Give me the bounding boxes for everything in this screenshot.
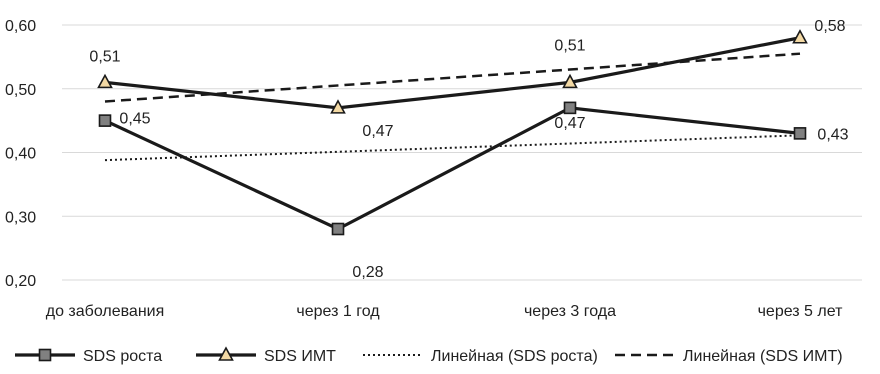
legend-label: Линейная (SDS ИМТ) (683, 348, 843, 365)
legend-item: SDS роста (15, 348, 162, 365)
data-point-square (563, 101, 577, 115)
data-labels: 0,45 0,28 0,47 0,43 0,51 0,47 0,51 0,58 (89, 18, 848, 281)
series-line (104, 106, 801, 231)
legend-marker-square (38, 348, 52, 362)
data-point-triangle (97, 73, 113, 89)
data-label: 0,47 (554, 115, 585, 132)
y-tick-label: 0,20 (5, 273, 36, 290)
trendlines (104, 52, 801, 162)
data-label: 0,47 (362, 123, 393, 140)
data-point-triangle (330, 99, 346, 114)
x-tick-label: через 5 лет (758, 303, 844, 320)
data-point-square (98, 114, 112, 127)
data-point-square (331, 222, 345, 236)
x-tick-label: через 1 год (296, 303, 380, 320)
legend-item: Линейная (SDS ИМТ) (615, 348, 843, 365)
data-label: 0,28 (352, 264, 383, 281)
y-tick-label: 0,50 (5, 82, 36, 99)
series-lines (104, 36, 801, 231)
y-tick-label: 0,30 (5, 209, 36, 226)
x-tick-label: через 3 года (524, 303, 616, 320)
data-label: 0,51 (89, 48, 120, 65)
data-point-triangle (562, 73, 578, 89)
legend-label: SDS ИМТ (264, 348, 336, 365)
data-label: 0,51 (554, 37, 585, 54)
data-point-square (793, 127, 807, 140)
grid-lines (62, 24, 862, 281)
data-point-triangle (792, 29, 808, 44)
trendline (104, 134, 801, 162)
series-markers (97, 29, 808, 236)
y-axis-ticks: 0,20 0,30 0,40 0,50 0,60 (5, 18, 36, 290)
y-tick-label: 0,60 (5, 18, 36, 35)
legend-label: Линейная (SDS роста) (431, 348, 598, 365)
legend-label: SDS роста (83, 348, 162, 365)
series-line (104, 36, 801, 110)
legend-marker-triangle (218, 346, 234, 361)
legend: SDS роста SDS ИМТ Линейная (SDS роста) Лине… (15, 346, 843, 365)
data-label: 0,58 (814, 18, 845, 35)
data-label: 0,43 (817, 126, 848, 143)
x-axis-ticks: до заболевания через 1 год через 3 года чер… (46, 303, 843, 320)
legend-item: Линейная (SDS роста) (363, 348, 598, 365)
x-tick-label: до заболевания (46, 303, 165, 320)
legend-item: SDS ИМТ (196, 346, 336, 365)
y-tick-label: 0,40 (5, 146, 36, 163)
data-label: 0,45 (119, 111, 150, 128)
